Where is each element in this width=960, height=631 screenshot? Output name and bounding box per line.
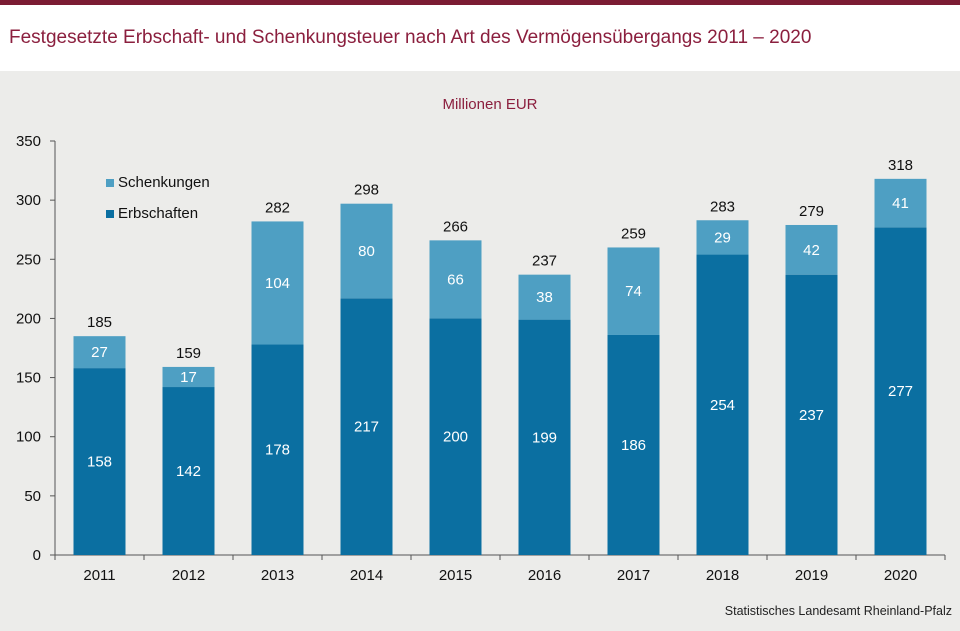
data-label-total: 318	[888, 157, 913, 174]
data-label-erbschaften: 186	[621, 437, 646, 454]
data-label-schenkungen: 27	[91, 344, 108, 361]
data-label-total: 298	[354, 182, 379, 199]
data-label-erbschaften: 199	[532, 429, 557, 446]
data-label-total: 266	[443, 218, 468, 235]
x-tick-label: 2019	[795, 567, 828, 584]
y-tick-label: 200	[16, 310, 41, 327]
data-label-erbschaften: 277	[888, 383, 913, 400]
bar-schenkungen	[696, 220, 749, 255]
data-label-erbschaften: 237	[799, 407, 824, 424]
unit-label: Millionen EUR	[442, 96, 538, 113]
bar-erbschaften	[785, 274, 838, 555]
bar-erbschaften	[340, 298, 393, 555]
data-label-schenkungen: 66	[447, 271, 464, 288]
data-label-total: 283	[710, 198, 735, 215]
bar-schenkungen	[607, 247, 660, 335]
header: Festgesetzte Erbschaft- und Schenkungste…	[0, 5, 960, 71]
y-tick-label: 300	[16, 192, 41, 209]
y-tick-label: 150	[16, 370, 41, 387]
bar-erbschaften	[696, 254, 749, 555]
data-label-total: 259	[621, 225, 646, 242]
data-label-schenkungen: 29	[714, 229, 731, 246]
bar-erbschaften	[73, 368, 126, 555]
data-label-erbschaften: 142	[176, 463, 201, 480]
bar-schenkungen	[429, 240, 482, 319]
x-tick-label: 2013	[261, 567, 294, 584]
data-label-total: 282	[265, 199, 290, 216]
bar-erbschaften	[162, 387, 215, 555]
data-label-erbschaften: 217	[354, 419, 379, 436]
bar-erbschaften	[874, 227, 927, 555]
bar-schenkungen	[340, 203, 393, 299]
bar-schenkungen	[251, 221, 304, 345]
data-label-erbschaften: 158	[87, 454, 112, 471]
bar-schenkungen	[785, 224, 838, 275]
bar-schenkungen	[162, 366, 215, 388]
y-tick-label: 50	[24, 488, 41, 505]
data-label-schenkungen: 42	[803, 242, 820, 259]
data-label-total: 185	[87, 314, 112, 331]
data-label-erbschaften: 200	[443, 429, 468, 446]
data-label-schenkungen: 104	[265, 275, 290, 292]
bar-schenkungen	[73, 336, 126, 369]
bar-schenkungen	[518, 274, 571, 320]
header-accent-bar	[0, 0, 960, 5]
source-label: Statistisches Landesamt Rheinland-Pfalz	[724, 604, 952, 618]
data-label-erbschaften: 178	[265, 442, 290, 459]
x-tick-label: 2015	[439, 567, 472, 584]
data-label-schenkungen: 38	[536, 289, 553, 306]
data-label-schenkungen: 17	[180, 369, 197, 386]
data-label-schenkungen: 80	[358, 243, 375, 260]
bar-erbschaften	[251, 344, 304, 555]
x-tick-label: 2011	[83, 567, 115, 584]
x-tick-label: 2020	[884, 567, 917, 584]
legend-swatch	[106, 210, 114, 218]
bar-erbschaften	[607, 334, 660, 555]
bar-schenkungen	[874, 178, 927, 228]
bar-erbschaften	[518, 319, 571, 555]
chart-title: Festgesetzte Erbschaft- und Schenkungste…	[9, 27, 812, 48]
x-tick-label: 2017	[617, 567, 650, 584]
x-tick-label: 2012	[172, 567, 205, 584]
x-tick-label: 2014	[350, 567, 383, 584]
x-tick-label: 2018	[706, 567, 739, 584]
data-label-total: 279	[799, 203, 824, 220]
y-tick-label: 350	[16, 133, 41, 150]
data-label-erbschaften: 254	[710, 397, 735, 414]
bar-erbschaften	[429, 318, 482, 555]
data-label-total: 237	[532, 253, 557, 270]
legend-label: Erbschaften	[118, 205, 198, 222]
data-label-schenkungen: 74	[625, 283, 642, 300]
data-label-schenkungen: 41	[892, 195, 909, 212]
legend-swatch	[106, 179, 114, 187]
y-tick-label: 0	[33, 547, 41, 564]
legend-label: Schenkungen	[118, 174, 210, 191]
x-tick-label: 2016	[528, 567, 561, 584]
y-tick-label: 100	[16, 429, 41, 446]
y-tick-label: 250	[16, 251, 41, 268]
data-label-total: 159	[176, 345, 201, 362]
